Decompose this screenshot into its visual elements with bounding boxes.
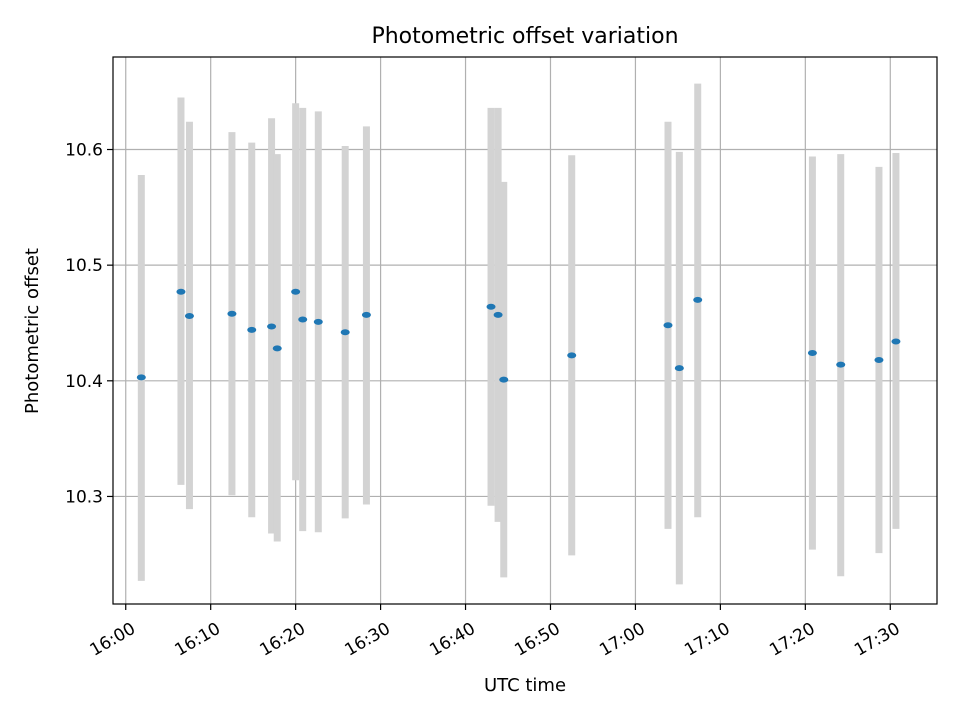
data-points	[136, 288, 901, 383]
data-point-13	[493, 311, 503, 318]
y-axis-label: Photometric offset	[22, 248, 43, 414]
x-axis-label: UTC time	[484, 675, 566, 696]
data-point-20	[836, 361, 846, 368]
data-point-8	[298, 316, 308, 323]
data-point-17	[674, 365, 684, 372]
y-tick-label: 10.4	[65, 372, 103, 392]
data-point-1	[176, 288, 186, 295]
data-point-16	[663, 322, 673, 329]
data-point-5	[267, 323, 277, 330]
axes-frame	[112, 56, 938, 605]
data-point-12	[486, 303, 496, 310]
data-point-14	[499, 376, 509, 383]
data-point-6	[272, 345, 282, 352]
data-point-0	[136, 374, 146, 381]
data-point-3	[227, 310, 237, 317]
y-axis-ticks: 10.3 10.4 10.5 10.6	[65, 141, 113, 507]
data-point-4	[247, 326, 257, 333]
data-point-7	[291, 288, 301, 295]
data-point-11	[361, 311, 371, 318]
data-point-22	[891, 338, 901, 345]
chart-title: Photometric offset variation	[371, 24, 678, 49]
data-point-21	[874, 356, 884, 363]
data-point-15	[567, 352, 577, 359]
data-point-2	[184, 313, 194, 320]
y-tick-label: 10.5	[65, 256, 103, 276]
data-point-19	[807, 350, 817, 357]
data-point-18	[693, 296, 703, 303]
data-point-9	[313, 318, 323, 325]
y-tick-label: 10.6	[65, 141, 103, 161]
y-tick-label: 10.3	[65, 487, 103, 507]
data-point-10	[340, 329, 350, 336]
